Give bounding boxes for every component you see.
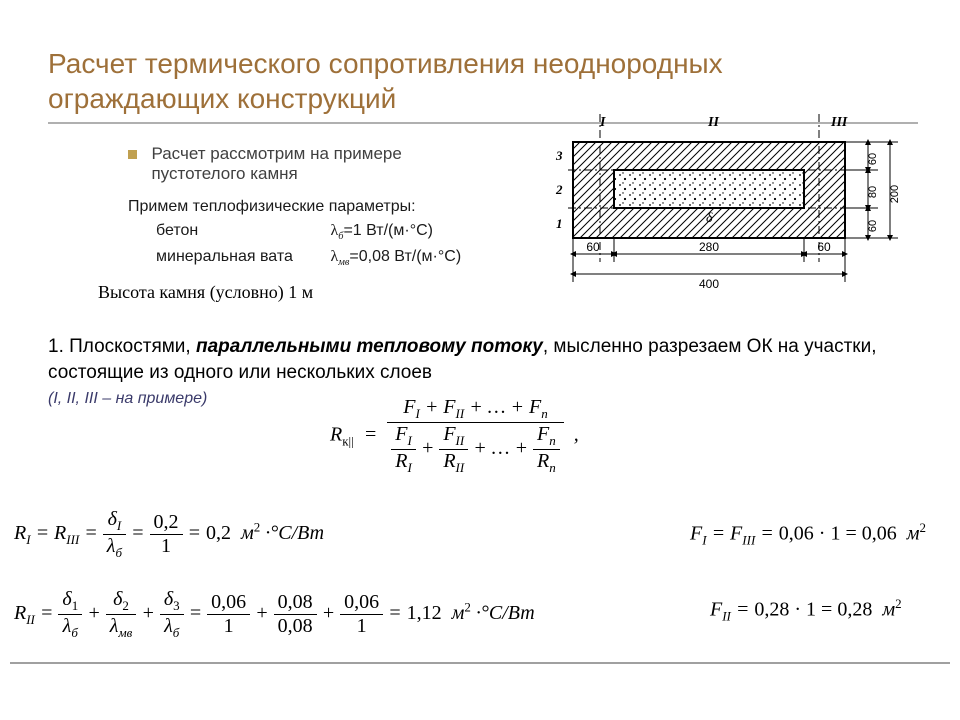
col-label-3: III: [830, 115, 848, 130]
title-text: Расчет термического сопротивления неодно…: [48, 48, 723, 114]
minwool-name: минеральная вата: [156, 245, 326, 269]
concrete-name: бетон: [156, 219, 326, 243]
dim-r80: 80: [867, 186, 879, 198]
params-block: Примем теплофизические параметры: бетон …: [128, 195, 528, 271]
dim-60b: 60: [817, 240, 831, 254]
col-label-2: II: [707, 115, 719, 130]
eq-f2: FII = 0,28 · 1 = 0,28 м2: [710, 596, 902, 625]
row-label-1: 1: [556, 216, 563, 231]
bullet-icon: [128, 150, 137, 159]
bullet-text: Расчет рассмотрим на примере пустотелого…: [151, 144, 491, 184]
dim-280: 280: [699, 240, 719, 254]
bullet-row: Расчет рассмотрим на примере пустотелого…: [128, 144, 508, 184]
bottom-rule: [10, 662, 950, 664]
params-heading: Примем теплофизические параметры:: [128, 195, 528, 219]
dim-r60a: 60: [867, 153, 879, 165]
dim-r60b: 60: [867, 220, 879, 232]
concrete-lambda: λб: [330, 222, 343, 239]
eq-r1: RI = RIII = δIλб = 0,21 = 0,2 м2 ·°С/Вт: [14, 508, 324, 561]
dim-r200: 200: [889, 185, 901, 203]
param-concrete: бетон λб=1 Вт/(м·°С): [128, 219, 528, 245]
concrete-value: =1 Вт/(м·°С): [343, 222, 433, 239]
dim-60a: 60: [586, 240, 600, 254]
formula-rk: Rк|| = FI + FII + … + Fn FIRI + FIIRII +…: [330, 396, 579, 476]
height-note: Высота камня (условно) 1 м: [98, 282, 313, 303]
svg-text:δ: δ: [706, 211, 713, 226]
dim-400: 400: [699, 277, 719, 291]
minwool-lambda: λмв: [330, 248, 349, 265]
step-1-text: 1. Плоскостями, параллельными тепловому …: [48, 334, 928, 385]
step1-a: 1. Плоскостями,: [48, 336, 196, 357]
example-note: (I, II, III – на примере): [48, 390, 207, 408]
block-diagram: I II III 3 2 1 δ: [538, 112, 928, 292]
row-label-3: 3: [555, 148, 563, 163]
minwool-value: =0,08 Вт/(м·°С): [349, 248, 461, 265]
param-minwool: минеральная вата λмв=0,08 Вт/(м·°С): [128, 245, 528, 271]
row-label-2: 2: [555, 182, 563, 197]
eq-r2: RII = δ1λб + δ2λмв + δ3λб = 0,061 + 0,08…: [14, 588, 535, 641]
step1-b: параллельными тепловому потоку: [196, 336, 543, 357]
eq-f1: FI = FIII = 0,06 · 1 = 0,06 м2: [690, 520, 926, 549]
